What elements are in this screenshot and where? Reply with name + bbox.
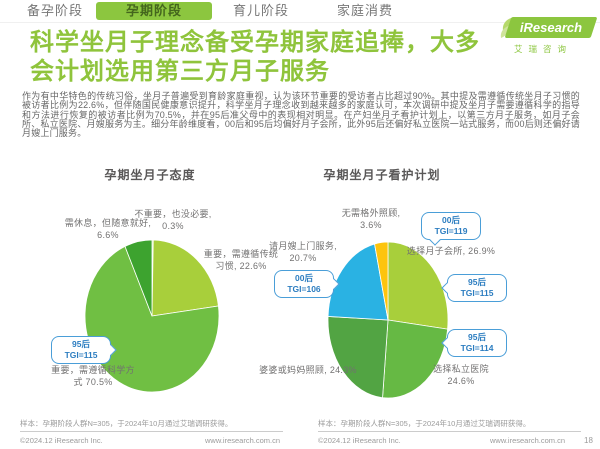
pie-slice xyxy=(374,241,389,321)
tgi-callout-95-scientific: 95后 TGI=115 xyxy=(51,336,117,364)
tgi-value: TGI=114 xyxy=(460,343,494,353)
copyright-right: ©2024.12 iResearch Inc. xyxy=(318,436,401,445)
pie-slice xyxy=(124,239,153,317)
slice-label-mother-in-law: 婆婆或妈妈照顾, 24.3% xyxy=(259,365,357,375)
pie-slice xyxy=(84,245,220,393)
page-title: 科学坐月子理念备受孕期家庭追捧，大多 会计划选用第三方月子服务 xyxy=(30,28,530,86)
right-chart-title: 孕期坐月子看护计划 xyxy=(323,168,441,182)
slice-label-traditional: 重要，需遵循传统习惯, 22.6% xyxy=(203,249,279,271)
tgi-callout-00-nanny: 00后 TGI=106 xyxy=(274,270,340,298)
tgi-value: TGI=115 xyxy=(460,288,494,298)
page-title-line1: 科学坐月子理念备受孕期家庭追捧，大多 xyxy=(30,29,480,56)
tgi-group: 00后 xyxy=(442,215,460,225)
tgi-group: 95后 xyxy=(468,277,486,287)
pie-slice xyxy=(327,316,389,399)
footer-divider-right xyxy=(318,431,581,432)
summary-paragraph: 作为有中华特色的传统习俗，坐月子普遍受到育龄家庭重视，认为该环节重要的受访者占比… xyxy=(22,91,580,139)
tgi-callout-95-hospital: 95后 TGI=114 xyxy=(441,329,507,357)
care-plan-pie-chart xyxy=(327,241,449,399)
pie-slice xyxy=(151,239,219,317)
slice-label-no-special-care: 无需格外照顾, 3.6% xyxy=(341,208,401,230)
tgi-value: TGI=119 xyxy=(434,226,468,236)
tab-family-consumption[interactable]: 家庭消费 xyxy=(336,3,393,18)
tgi-value: TGI=115 xyxy=(64,350,98,360)
slice-label-confinement-center: 选择月子会所, 26.9% xyxy=(406,246,496,256)
site-url-right: www.iresearch.com.cn xyxy=(490,436,566,445)
tab-parenting[interactable]: 育儿阶段 xyxy=(232,3,289,18)
iresearch-logo: iResearch 艾瑞咨询 xyxy=(498,15,598,57)
slice-label-not-important: 不重要，也没必要, 0.3% xyxy=(134,209,212,231)
iresearch-logo-text: iResearch xyxy=(519,20,583,35)
tab-pregnancy-active[interactable]: 孕期阶段 xyxy=(96,2,212,20)
site-url-left: www.iresearch.com.cn xyxy=(205,436,281,445)
tgi-group: 95后 xyxy=(72,339,90,349)
tgi-group: 00后 xyxy=(295,273,313,283)
slice-label-private-hospital: 选择私立医院 24.6% xyxy=(433,364,489,386)
tab-pre-pregnancy[interactable]: 备孕阶段 xyxy=(26,3,83,18)
pie-slice xyxy=(327,243,389,321)
page-title-line2: 会计划选用第三方月子服务 xyxy=(30,58,330,85)
footer-divider-left xyxy=(20,431,283,432)
stage-tab-bar: 备孕阶段 孕期阶段 育儿阶段 家庭消费 xyxy=(0,0,600,23)
tgi-group: 95后 xyxy=(468,332,486,342)
iresearch-logo-band: iResearch xyxy=(504,17,598,38)
sample-note-left: 样本：孕期阶段人群N=305，于2024年10月通过艾瑞调研获得。 xyxy=(20,419,233,428)
slice-label-maternity-nanny: 请月嫂上门服务, 20.7% xyxy=(269,241,337,263)
page-number: 18 xyxy=(584,436,593,445)
pie-slice xyxy=(387,241,449,330)
sample-note-right: 样本：孕期阶段人群N=305，于2024年10月通过艾瑞调研获得。 xyxy=(318,419,531,428)
iresearch-logo-cn: 艾瑞咨询 xyxy=(514,44,573,54)
copyright-left: ©2024.12 iResearch Inc. xyxy=(20,436,103,445)
left-chart-title: 孕期坐月子态度 xyxy=(104,168,196,182)
slice-label-scientific: 重要，需遵循科学方式 70.5% xyxy=(51,365,135,387)
attitude-pie-chart xyxy=(84,239,220,393)
slice-label-rest-casual: 需休息，但随意就好, 6.6% xyxy=(64,218,152,240)
tgi-callout-00-center: 00后 TGI=119 xyxy=(421,212,481,246)
tgi-value: TGI=106 xyxy=(287,284,321,294)
tgi-callout-95-center: 95后 TGI=115 xyxy=(441,274,507,302)
